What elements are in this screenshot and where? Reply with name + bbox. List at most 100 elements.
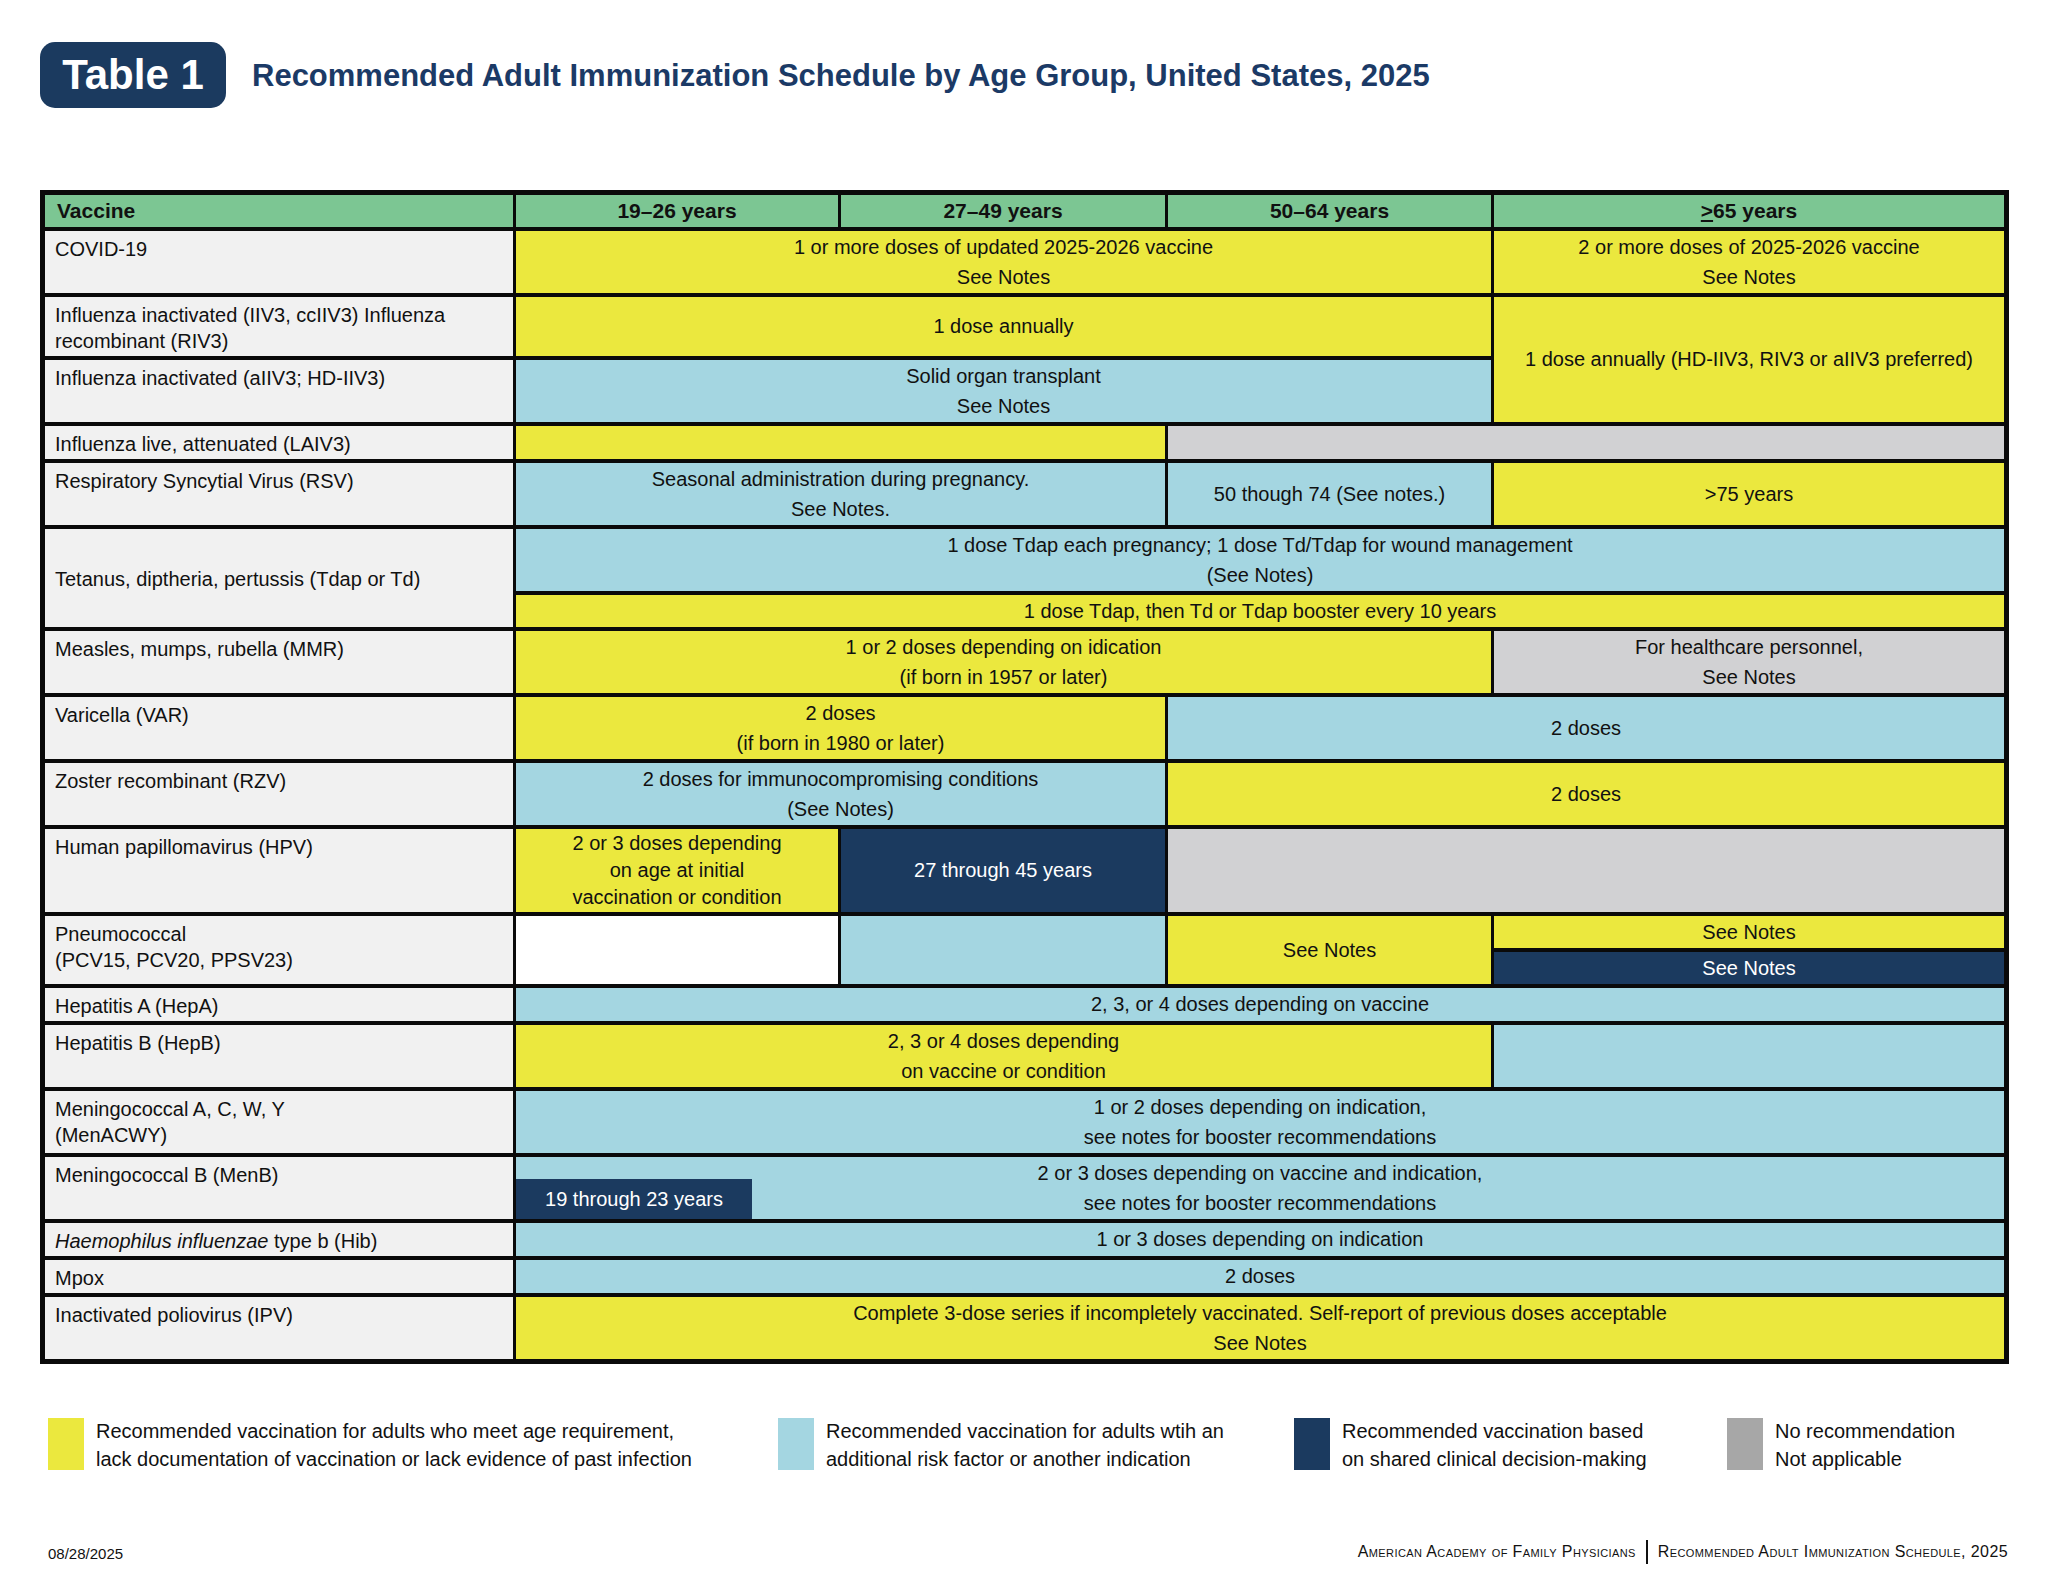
- row-laiv: Influenza live, attenuated (LAIV3): [43, 424, 2007, 461]
- influenza-hd-cell-19-64: Solid organ transplant See Notes: [515, 358, 1493, 424]
- legend-swatch-blue: [778, 1418, 814, 1470]
- legend-text: No recommendation: [1775, 1418, 1955, 1446]
- footer-doc-title: Recommended Adult Immunization Schedule,…: [1658, 1543, 2008, 1561]
- legend-text: Recommended vaccination for adults wtih …: [826, 1418, 1224, 1446]
- mpox-cell-all: 2 doses: [515, 1258, 2007, 1295]
- row-ipv: Inactivated poliovirus (IPV) Complete 3-…: [43, 1295, 2007, 1362]
- cell-line: (PCV15, PCV20, PPSV23): [55, 947, 507, 973]
- zoster-cell-19-49: 2 doses for immunocompromising condition…: [515, 761, 1167, 827]
- vaccine-label-zoster: Zoster recombinant (RZV): [43, 761, 515, 827]
- menb-cell-all: 2 or 3 doses depending on vaccine and in…: [515, 1155, 2007, 1221]
- column-header-65plus-text: 65 years: [1713, 199, 1797, 222]
- cell-line: on vaccine or condition: [521, 1056, 1486, 1086]
- row-mmr: Measles, mumps, rubella (MMR) 1 or 2 dos…: [43, 629, 2007, 695]
- legend-text: on shared clinical decision-making: [1342, 1446, 1647, 1474]
- hib-label-italic: Haemophilus influenzae: [55, 1230, 268, 1252]
- cell-line: 2, 3 or 4 doses depending: [521, 1026, 1486, 1056]
- row-pneumococcal: Pneumococcal (PCV15, PCV20, PPSV23) See …: [43, 914, 2007, 950]
- tdap-cell-routine: 1 dose Tdap, then Td or Tdap booster eve…: [515, 593, 2007, 629]
- cell-line: (See Notes): [521, 794, 1160, 824]
- cell-line: (if born in 1980 or later): [521, 728, 1160, 758]
- mmr-cell-19-64: 1 or 2 doses depending on idication (if …: [515, 629, 1493, 695]
- cell-line: (MenACWY): [55, 1122, 507, 1148]
- cell-line: 2 doses for immunocompromising condition…: [521, 764, 1160, 794]
- cell-line: 2 or more doses of 2025-2026 vaccine: [1499, 232, 1999, 262]
- rsv-cell-50-64: 50 though 74 (See notes.): [1167, 461, 1493, 527]
- vaccine-label-varicella: Varicella (VAR): [43, 695, 515, 761]
- table-number-badge: Table 1: [40, 42, 226, 108]
- header-row: Vaccine 19–26 years 27–49 years 50–64 ye…: [43, 193, 2007, 229]
- row-varicella: Varicella (VAR) 2 doses (if born in 1980…: [43, 695, 2007, 761]
- column-header-vaccine: Vaccine: [43, 193, 515, 229]
- row-mpox: Mpox 2 doses: [43, 1258, 2007, 1295]
- vaccine-label-hepa: Hepatitis A (HepA): [43, 986, 515, 1023]
- cell-line: 2 doses: [521, 698, 1160, 728]
- hepb-cell-65plus: [1493, 1023, 2007, 1089]
- hpv-cell-50plus: [1167, 827, 2007, 914]
- tdap-cell-risk: 1 dose Tdap each pregnancy; 1 dose Td/Td…: [515, 527, 2007, 593]
- cell-line: 2 or 3 doses depending: [521, 830, 833, 857]
- column-header-65plus: >65 years: [1493, 193, 2007, 229]
- cell-line: See Notes.: [521, 494, 1160, 524]
- immunization-schedule-table: Vaccine 19–26 years 27–49 years 50–64 ye…: [40, 190, 2009, 1364]
- legend-item-blue: Recommended vaccination for adults wtih …: [778, 1418, 1224, 1473]
- row-influenza-standard: Influenza inactivated (IIV3, ccIIV3) Inf…: [43, 295, 2007, 358]
- varicella-cell-19-49: 2 doses (if born in 1980 or later): [515, 695, 1167, 761]
- cell-line: Complete 3-dose series if incompletely v…: [521, 1298, 1999, 1328]
- row-hepb: Hepatitis B (HepB) 2, 3 or 4 doses depen…: [43, 1023, 2007, 1089]
- laiv-cell-50plus: [1167, 424, 2007, 461]
- footer-date: 08/28/2025: [48, 1545, 123, 1562]
- column-header-19-26: 19–26 years: [515, 193, 840, 229]
- vaccine-label-influenza-hd: Influenza inactivated (aIIV3; HD-IIV3): [43, 358, 515, 424]
- geq-symbol: >: [1701, 199, 1713, 222]
- vaccine-label-laiv: Influenza live, attenuated (LAIV3): [43, 424, 515, 461]
- legend-text: additional risk factor or another indica…: [826, 1446, 1224, 1474]
- row-hepa: Hepatitis A (HepA) 2, 3, or 4 doses depe…: [43, 986, 2007, 1023]
- vaccine-label-rsv: Respiratory Syncytial Virus (RSV): [43, 461, 515, 527]
- footer-divider: [1646, 1540, 1648, 1564]
- vaccine-label-hpv: Human papillomavirus (HPV): [43, 827, 515, 914]
- menacwy-cell-all: 1 or 2 doses depending on indication, se…: [515, 1089, 2007, 1155]
- pneumococcal-cell-65plus-bottom: See Notes: [1493, 950, 2007, 986]
- vaccine-label-menacwy: Meningococcal A, C, W, Y (MenACWY): [43, 1089, 515, 1155]
- column-header-50-64: 50–64 years: [1167, 193, 1493, 229]
- cell-line: For healthcare personnel,: [1499, 632, 1999, 662]
- page-title: Recommended Adult Immunization Schedule …: [252, 58, 1430, 94]
- cell-line: See Notes: [521, 391, 1486, 421]
- cell-line: See Notes: [1499, 662, 1999, 692]
- vaccine-label-influenza-standard: Influenza inactivated (IIV3, ccIIV3) Inf…: [43, 295, 515, 358]
- row-menb: Meningococcal B (MenB) 2 or 3 doses depe…: [43, 1155, 2007, 1221]
- pneumococcal-cell-27-49: [840, 914, 1167, 986]
- cell-line: (if born in 1957 or later): [521, 662, 1486, 692]
- footer-attribution: American Academy of Family Physicians Re…: [1358, 1540, 2008, 1564]
- legend-swatch-gray: [1727, 1418, 1763, 1470]
- legend-item-gray: No recommendation Not applicable: [1727, 1418, 1955, 1473]
- hpv-cell-19-26: 2 or 3 doses depending on age at initial…: [515, 827, 840, 914]
- row-rsv: Respiratory Syncytial Virus (RSV) Season…: [43, 461, 2007, 527]
- cell-line: Solid organ transplant: [521, 361, 1486, 391]
- cell-line: See Notes: [521, 262, 1486, 292]
- vaccine-label-ipv: Inactivated poliovirus (IPV): [43, 1295, 515, 1362]
- hpv-cell-27-49: 27 through 45 years: [840, 827, 1167, 914]
- vaccine-label-menb: Meningococcal B (MenB): [43, 1155, 515, 1221]
- row-zoster: Zoster recombinant (RZV) 2 doses for imm…: [43, 761, 2007, 827]
- influenza-standard-cell-19-64: 1 dose annually: [515, 295, 1493, 358]
- cell-line: Pneumococcal: [55, 921, 507, 947]
- vaccine-label-tdap: Tetanus, diptheria, pertussis (Tdap or T…: [43, 527, 515, 629]
- pneumococcal-cell-19-26: [515, 914, 840, 986]
- covid-cell-65plus: 2 or more doses of 2025-2026 vaccine See…: [1493, 229, 2007, 295]
- vaccine-label-covid: COVID-19: [43, 229, 515, 295]
- hepb-cell-19-64: 2, 3 or 4 doses depending on vaccine or …: [515, 1023, 1493, 1089]
- row-tdap-risk: Tetanus, diptheria, pertussis (Tdap or T…: [43, 527, 2007, 593]
- rsv-cell-19-49: Seasonal administration during pregnancy…: [515, 461, 1167, 527]
- pneumococcal-cell-50-64: See Notes: [1167, 914, 1493, 986]
- cell-line: vaccination or condition: [521, 884, 833, 911]
- mmr-cell-65plus: For healthcare personnel, See Notes: [1493, 629, 2007, 695]
- cell-line: on age at initial: [521, 857, 833, 884]
- vaccine-label-hepb: Hepatitis B (HepB): [43, 1023, 515, 1089]
- cell-line: Seasonal administration during pregnancy…: [521, 464, 1160, 494]
- pneumococcal-cell-65plus-top: See Notes: [1493, 914, 2007, 950]
- legend-item-navy: Recommended vaccination based on shared …: [1294, 1418, 1647, 1473]
- row-hib: Haemophilus influenzae type b (Hib) 1 or…: [43, 1221, 2007, 1258]
- hib-label-rest: type b (Hib): [268, 1230, 377, 1252]
